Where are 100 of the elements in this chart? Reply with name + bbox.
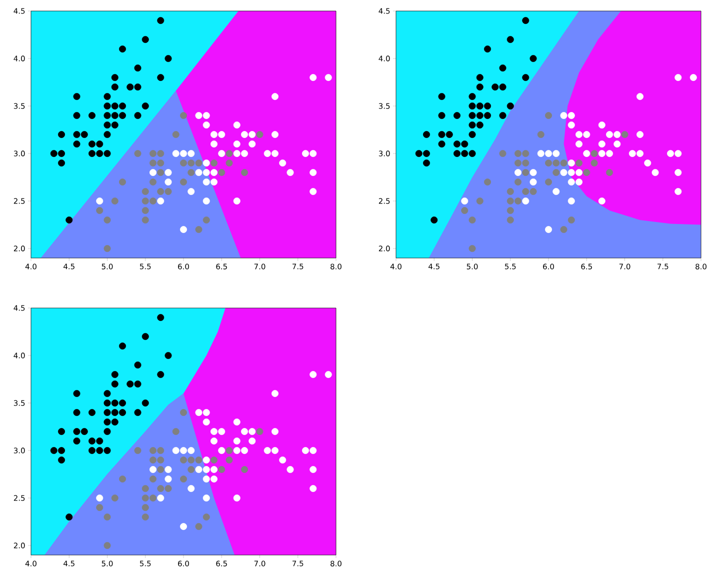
point [202,160,210,166]
point [104,150,111,157]
point [157,494,164,502]
point [241,169,248,176]
point [210,476,218,483]
point [157,150,164,157]
point [88,438,96,445]
point [484,46,492,52]
point [195,523,202,530]
point [310,447,317,454]
point [598,198,606,204]
point [73,112,80,119]
point [272,428,278,436]
point [119,476,126,483]
point [454,140,461,148]
point [157,314,164,322]
point [195,112,202,119]
point [157,447,164,454]
point [180,456,187,464]
point [545,150,552,157]
point [188,169,195,176]
point [310,169,317,176]
point [484,102,492,110]
point [202,169,210,176]
point [202,494,210,502]
point [157,17,164,24]
point [674,74,682,81]
point [583,169,590,176]
point [279,456,286,464]
point [157,485,164,492]
point [499,84,506,90]
point [195,409,202,416]
point [560,160,568,166]
point [119,342,126,350]
point [157,160,164,166]
point [248,438,256,445]
point [568,160,575,166]
point [468,93,476,100]
point [80,131,88,138]
point [157,74,164,81]
point [188,447,195,454]
point [310,485,317,492]
point [172,150,180,157]
point [157,169,164,176]
point [164,352,172,360]
point [172,447,180,454]
point [522,188,530,195]
point [279,160,286,166]
point [111,371,118,378]
point [576,160,583,166]
point [202,476,210,483]
point [614,131,621,138]
point [636,131,644,138]
point [202,216,210,224]
point [180,226,187,233]
point [636,150,644,157]
point [150,456,156,464]
point [468,131,476,138]
point [674,188,682,195]
point [324,371,332,378]
point [552,188,560,195]
point [180,523,187,530]
point [310,371,317,378]
point [58,131,65,138]
point [233,122,240,128]
point [88,112,96,119]
point [272,93,278,100]
point [126,380,134,388]
point [180,447,187,454]
point [210,131,218,138]
point [104,245,111,252]
point [537,150,544,157]
point [310,74,317,81]
point [522,160,530,166]
point [438,112,446,119]
point [142,400,149,407]
point [248,131,256,138]
point [576,178,583,186]
point [157,466,164,474]
point [272,390,278,398]
point [423,150,430,157]
point [66,514,73,521]
point [104,542,111,550]
point [461,198,468,204]
point [142,514,149,521]
point [180,160,187,166]
point [73,131,80,138]
point [210,466,218,474]
point [157,371,164,378]
point [50,447,58,454]
point [104,93,111,100]
point [164,169,172,176]
point [202,456,210,464]
point [188,456,195,464]
point [598,150,606,157]
point [210,178,218,186]
point [142,207,149,214]
point [142,216,149,224]
point [134,447,142,454]
point [468,216,476,224]
